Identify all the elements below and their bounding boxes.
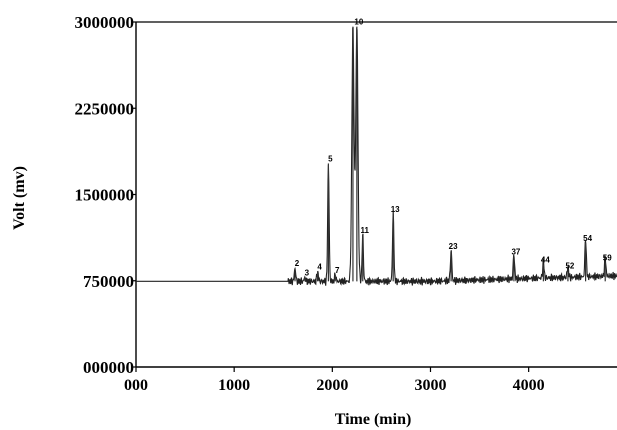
axes [135, 21, 617, 368]
y-tick-label: 750000 [83, 272, 134, 291]
x-axis-ticks: 000 1000 2000 3000 4000 [124, 367, 545, 394]
x-tick-label: 3000 [414, 377, 446, 394]
y-axis-ticks: 000000 750000 1500000 2250000 3000000 [75, 13, 136, 377]
chromatogram-series [136, 26, 617, 286]
y-tick-label: 3000000 [75, 13, 135, 32]
y-tick-label: 2250000 [75, 99, 135, 118]
peak-label: 13 [391, 205, 400, 214]
y-axis-label: Volt (mv) [11, 166, 28, 230]
peak-label: 7 [335, 266, 340, 275]
peak-label: 11 [361, 226, 370, 235]
peak-label: 3 [305, 268, 310, 277]
peak-label: 4 [317, 263, 322, 272]
peak-label: 10 [354, 18, 363, 27]
x-tick-label: 2000 [316, 377, 348, 394]
peak-label: 44 [541, 256, 550, 265]
y-tick-label: 1500000 [75, 186, 135, 205]
peak-label: 54 [583, 234, 592, 243]
x-tick-label: 4000 [513, 377, 545, 394]
peak-label: 37 [511, 248, 520, 257]
peak-label: 5 [328, 154, 333, 163]
x-axis-label: Time (min) [335, 411, 412, 428]
peak-label: 59 [603, 253, 612, 262]
peak-label: 2 [295, 259, 300, 268]
peak-label: 52 [565, 261, 574, 270]
x-tick-label: 000 [124, 377, 148, 394]
x-tick-label: 1000 [218, 377, 250, 394]
chromatogram-trace [136, 27, 617, 286]
y-tick-label: 000000 [83, 358, 134, 377]
peak-label: 23 [449, 242, 458, 251]
